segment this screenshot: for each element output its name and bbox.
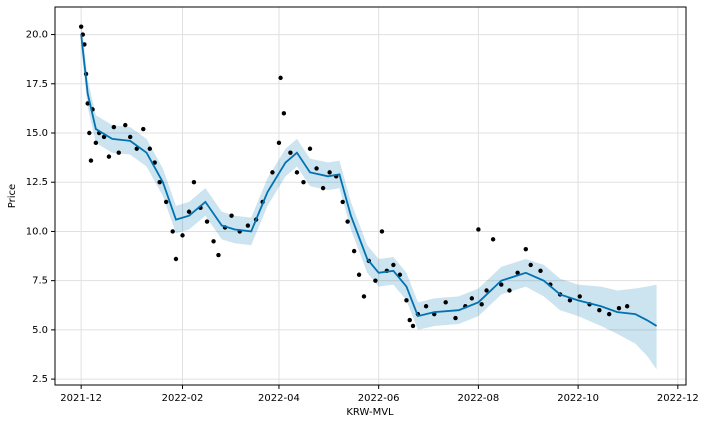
observed-point [476,227,481,232]
observed-point [301,180,306,185]
observed-point [147,146,153,151]
observed-point [87,130,92,136]
y-tick-label: 20.0 [26,30,48,41]
observed-point [484,288,489,293]
observed-point [78,24,84,29]
observed-point [204,219,210,224]
observed-point [88,158,94,163]
x-tick-label: 2022-04 [258,393,300,404]
observed-point [281,111,287,116]
observed-point [216,252,221,258]
observed-point [567,298,573,303]
observed-point [499,282,504,287]
observed-point [111,124,117,130]
observed-point [82,42,87,47]
observed-point [404,298,409,303]
observed-point [278,75,283,81]
observed-point [373,278,378,283]
x-axis-label: KRW-MVL [346,407,394,418]
y-axis-label: Price [7,184,18,208]
observed-point [163,199,169,205]
y-tick-label: 2.5 [32,374,48,385]
observed-point [101,134,107,140]
forecast-line [80,34,658,327]
observed-point [490,237,496,242]
observed-point [180,233,185,238]
observed-point [314,166,319,171]
observed-point [443,300,448,305]
y-tick-label: 7.5 [32,276,48,287]
observed-point [577,294,582,299]
observed-point [93,140,99,146]
uncertainty-band [81,20,657,370]
observed-point [191,180,197,185]
observed-point [356,272,362,277]
x-tick-label: 2022-06 [358,393,400,404]
observed-point [523,246,528,252]
observed-point [170,229,175,234]
observed-point [407,317,412,323]
observed-point [211,239,216,244]
observed-point [538,268,543,274]
x-tick-label: 2021-12 [60,393,102,404]
observed-point [507,288,512,293]
y-tick-label: 10.0 [26,226,48,237]
observed-point [606,311,612,317]
observed-point [479,302,484,307]
observed-point [141,126,146,132]
observed-point [391,262,396,268]
observed-point [361,294,367,299]
x-tick-label: 2022-08 [457,393,499,404]
observed-point [379,229,385,234]
observed-point [307,146,313,151]
y-tick-label: 5.0 [32,325,48,336]
observed-point [423,304,429,309]
observed-point [327,170,332,175]
observed-point [597,307,602,313]
observed-point [288,150,293,155]
observed-point [245,223,251,228]
observed-point [616,306,622,311]
observed-point [270,170,275,175]
observed-point [340,199,345,205]
observed-point [116,150,121,155]
observed-point [351,248,357,254]
observed-point [397,272,403,277]
observed-point [134,146,139,151]
y-tick-label: 17.5 [26,79,48,90]
y-tick-label: 12.5 [26,177,48,188]
observed-point [186,209,192,214]
y-tick-label: 15.0 [26,128,48,139]
observed-point [106,154,112,159]
plot-frame [54,6,687,386]
observed-point [229,213,234,218]
observed-point [173,256,179,262]
x-tick-label: 2022-10 [557,393,599,404]
observed-point [453,315,458,321]
observed-point [469,296,475,301]
x-tick-label: 2022-02 [162,393,204,404]
observed-point [410,323,416,329]
x-tick-label: 2022-12 [657,393,699,404]
observed-point [123,122,128,128]
observed-point [157,180,162,185]
observed-point [624,304,630,309]
observed-point [276,140,282,146]
observed-point [515,270,520,275]
observed-point [127,134,133,140]
observed-point [345,219,350,224]
observed-point [528,262,533,268]
observed-point [320,185,326,191]
observed-point [294,170,300,175]
